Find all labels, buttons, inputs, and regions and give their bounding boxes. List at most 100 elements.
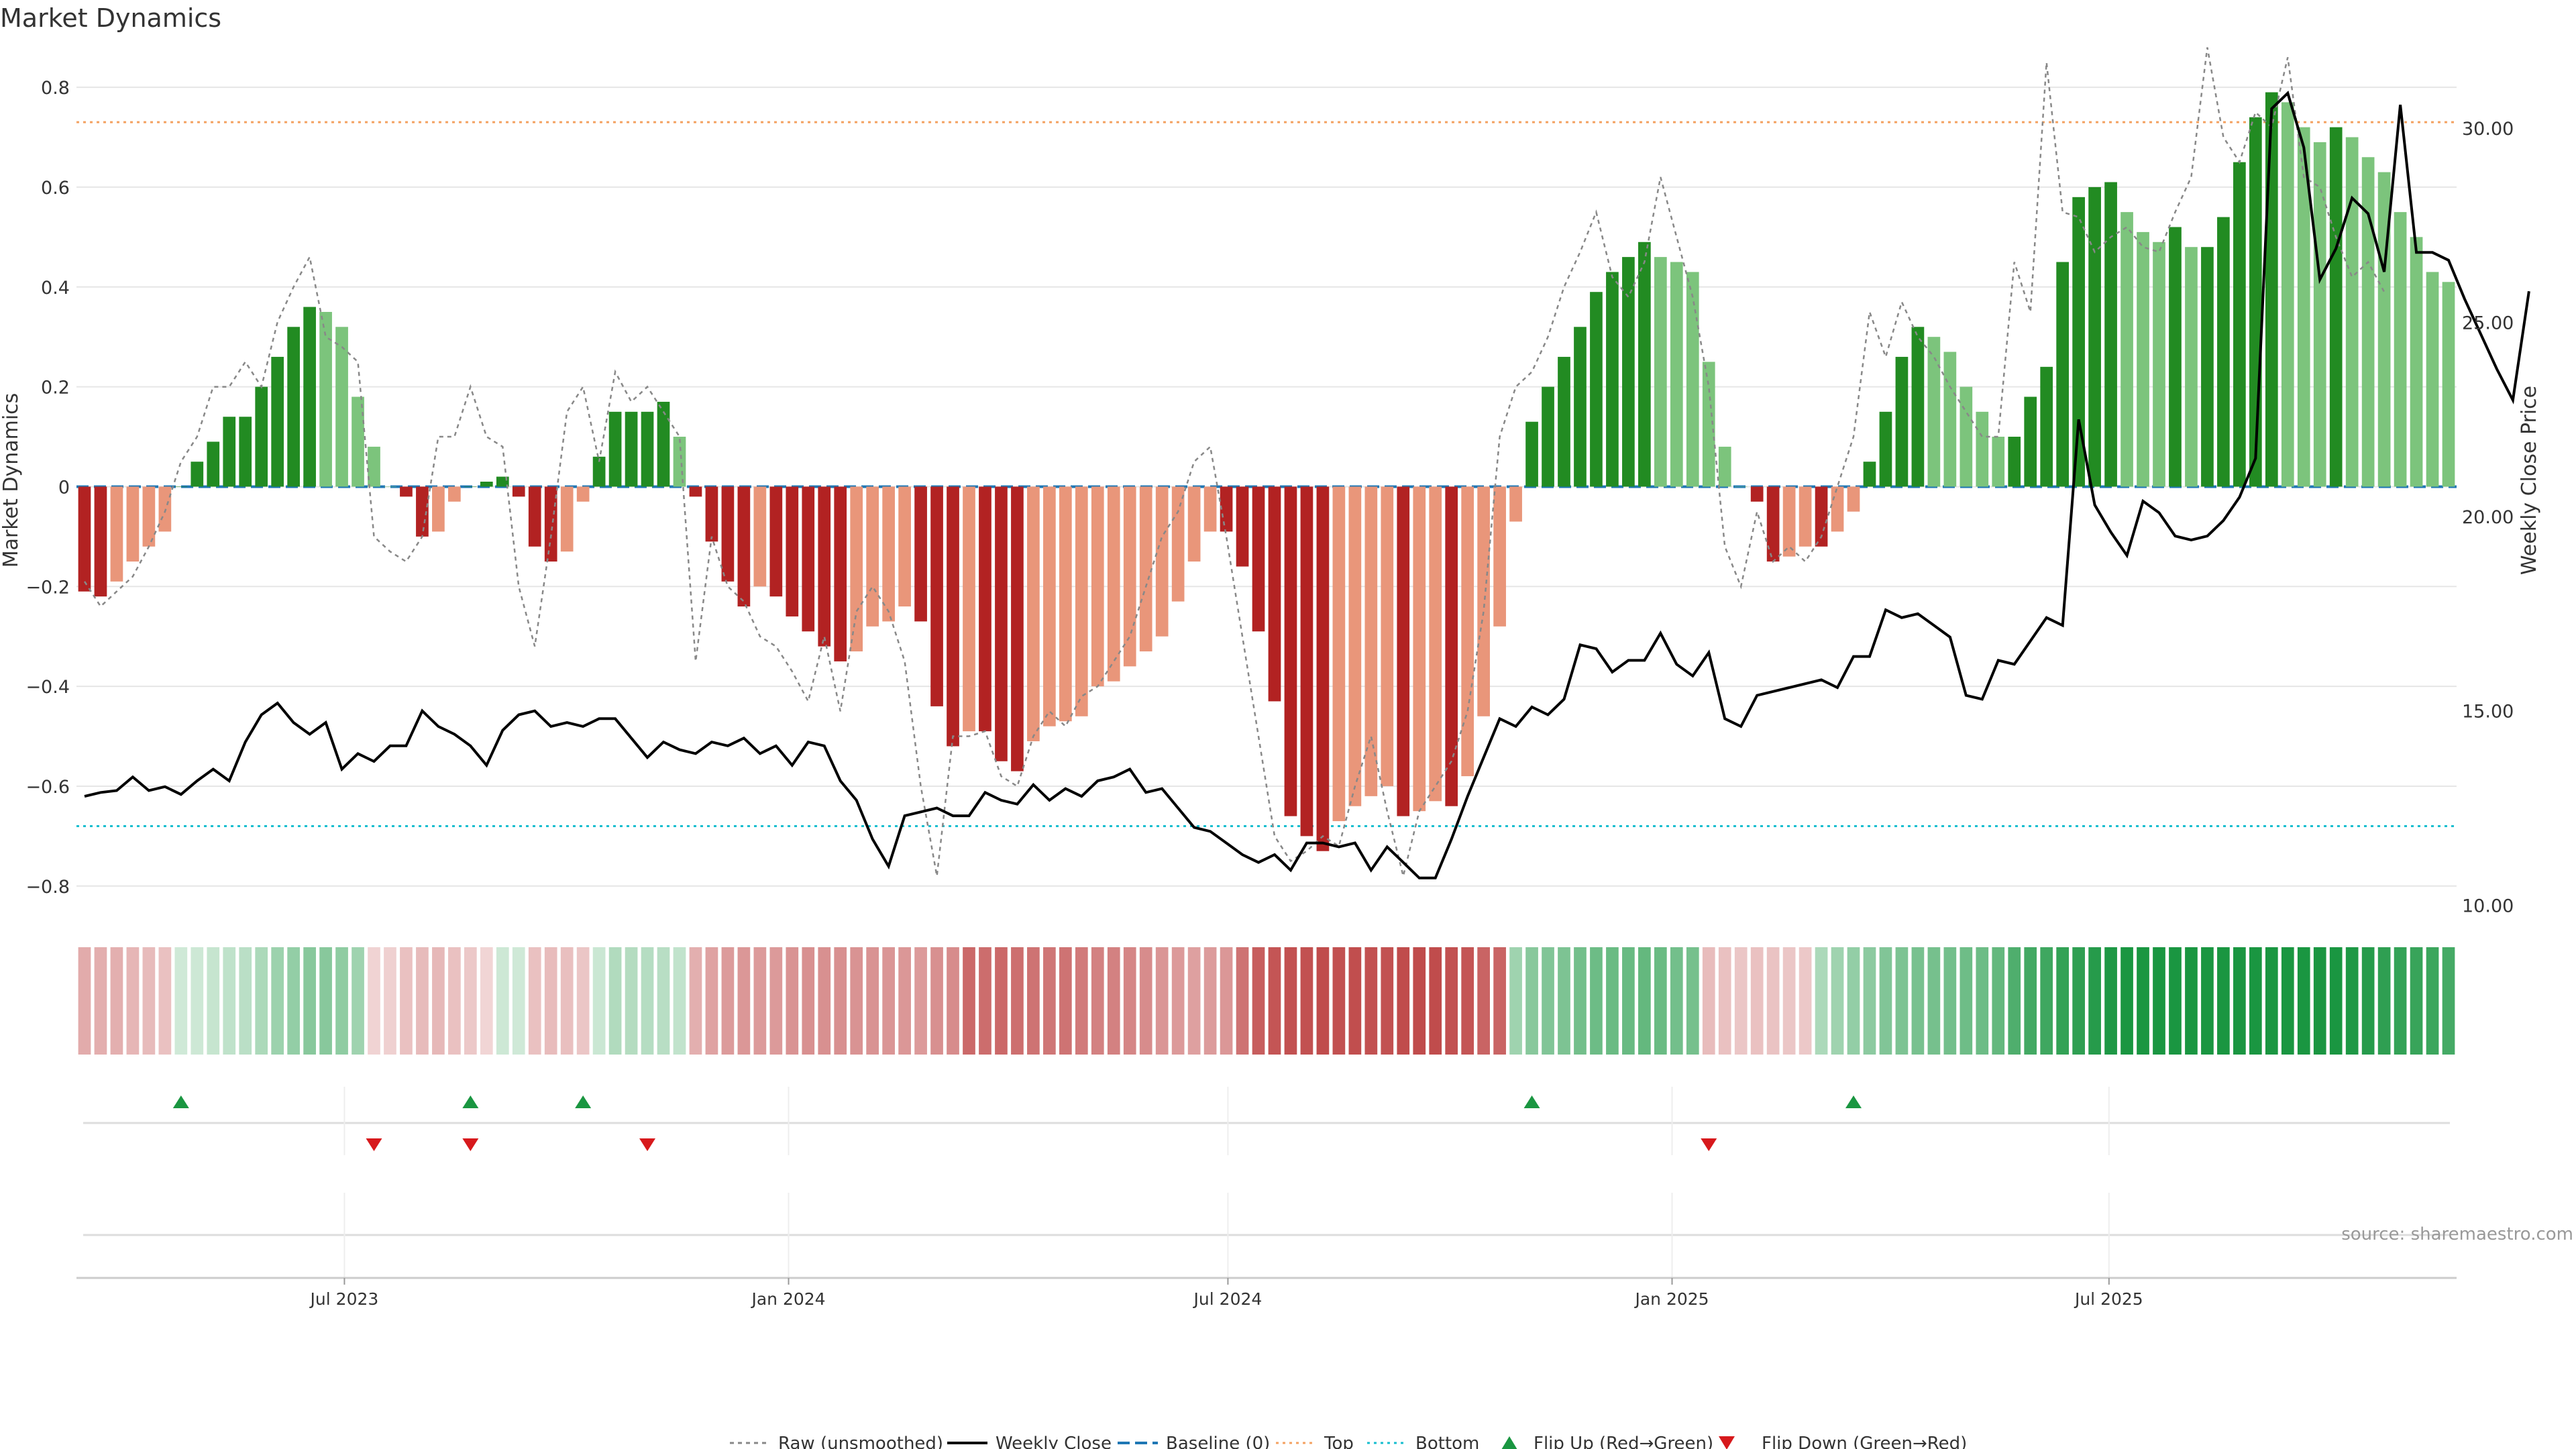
momentum-bar [1622,257,1635,487]
heatmap-cell [866,947,879,1055]
heatmap-cell [2426,947,2439,1055]
heatmap-cell [1171,947,1185,1055]
momentum-bar [737,486,751,607]
heatmap-cell [979,947,991,1055]
momentum-bar [1413,486,1426,812]
momentum-bar [126,486,140,562]
flip-up-icon [1523,1095,1540,1108]
momentum-bar [384,486,396,487]
heatmap-cell [2297,947,2310,1055]
weekly-close-line [84,91,2530,879]
heatmap-cell [1782,947,1796,1055]
momentum-bar [368,446,380,487]
heatmap-cell [1155,947,1169,1055]
momentum-bar [1766,486,1780,562]
momentum-bar [1477,486,1490,716]
x-tick-label: Jan 2024 [750,1289,825,1309]
heatmap-cell [705,947,718,1055]
heatmap-cell [400,947,413,1055]
heatmap-cell [512,947,525,1055]
momentum-bar [2137,231,2149,487]
momentum-bar [2217,217,2230,487]
momentum-bar [1718,446,1731,487]
legend-baseline: Baseline (0) [1166,1434,1270,1449]
heatmap-cell [1863,947,1876,1055]
momentum-bar [528,486,541,547]
heatmap-cell [2121,947,2133,1055]
heatmap-cell [2088,947,2101,1055]
heatmap-cell [1332,947,1346,1055]
heatmap-cell [608,947,622,1055]
momentum-bar [2442,282,2455,487]
heatmap-cell [1284,947,1297,1055]
heatmap-cell [882,947,895,1055]
heatmap-cell [1976,947,1989,1055]
momentum-bar [625,411,638,487]
momentum-bar [1976,411,1989,487]
y-tick-label: 0.8 [41,78,70,99]
momentum-bar [1670,262,1683,487]
momentum-bar [352,396,364,487]
heatmap-cell [1139,947,1152,1055]
heatmap-cell [963,947,975,1055]
heatmap-cell [1622,947,1635,1055]
momentum-bar [78,486,91,592]
heatmap-cell [914,947,927,1055]
heatmap-cell [2329,947,2343,1055]
heatmap-cell [1011,947,1024,1055]
momentum-bars [78,92,2455,851]
y2-tick-label: 20.00 [2462,507,2514,528]
heatmap-cell [2137,947,2149,1055]
momentum-bar [1831,486,1844,532]
heatmap-cell [2249,947,2262,1055]
legend-bottom: Bottom [1415,1434,1479,1449]
heatmap-cell [1075,947,1088,1055]
momentum-bar [287,327,300,487]
heatmap-cell [303,947,316,1055]
momentum-bar [2024,396,2037,487]
heatmap-cell [641,947,654,1055]
flip-up-icon [1845,1095,1862,1108]
momentum-bar [142,486,156,547]
momentum-bar [1429,486,1442,802]
heatmap-cell [2361,947,2375,1055]
heatmap-cell [1268,947,1281,1055]
heatmap-cell [802,947,815,1055]
momentum-bar [786,486,799,616]
heatmap-cell [592,947,606,1055]
momentum-bar [2169,227,2182,487]
momentum-bar [1863,462,1876,487]
momentum-bar [1300,486,1313,837]
heatmap-cell [834,947,847,1055]
momentum-bar [1236,486,1249,567]
heatmap-cell [2442,947,2455,1055]
momentum-bar [866,486,879,627]
y2-tick-label: 15.00 [2462,702,2514,722]
heatmap-cell [191,947,204,1055]
heatmap-cell [818,947,831,1055]
momentum-bar [1252,486,1265,632]
momentum-bar [1348,486,1362,806]
momentum-bar [1332,486,1346,822]
heatmap-cell [1558,947,1570,1055]
momentum-bar [271,356,284,487]
heatmap-cell [110,947,123,1055]
momentum-bar [560,486,574,552]
heatmap-cell [769,947,783,1055]
momentum-bar [1638,241,1651,487]
heatmap-cell [2313,947,2326,1055]
momentum-bar [930,486,943,706]
heatmap-cell [1895,947,1909,1055]
momentum-bar [1686,272,1699,487]
heatmap-cell [947,947,959,1055]
momentum-bar [1895,356,1909,487]
momentum-bar [1799,486,1812,547]
heatmap-cell [528,947,541,1055]
heatmap-cell [174,947,188,1055]
legend-flip-up-icon [1501,1436,1517,1449]
momentum-bar [255,386,268,487]
momentum-bar [223,417,236,487]
y-axis-ticks: 0.8 0.6 0.4 0.2 0 −0.2 −0.4 −0.6 −0.8 [25,78,70,898]
y-tick-label: −0.6 [25,777,70,798]
momentum-bar [480,482,493,487]
